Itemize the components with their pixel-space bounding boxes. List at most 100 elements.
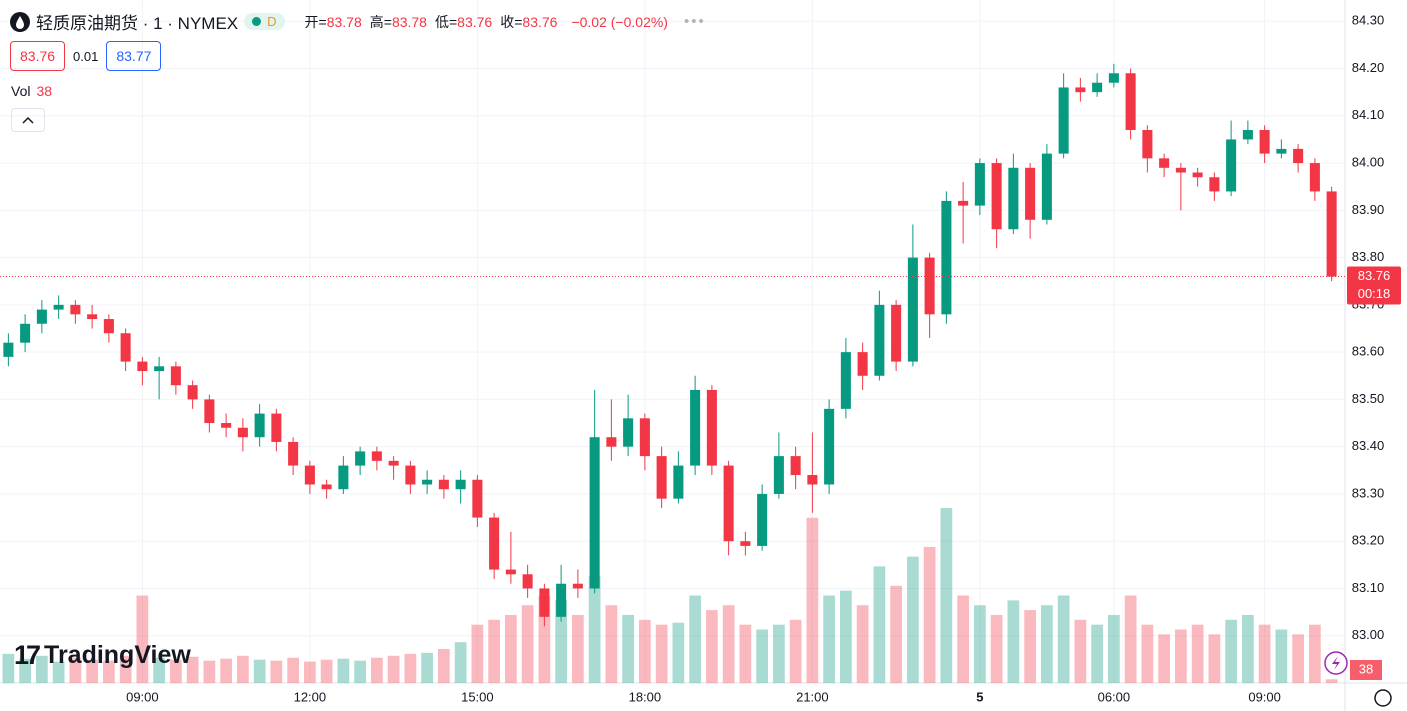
candle-body <box>505 569 516 575</box>
volume-bar <box>823 595 835 683</box>
candle-body <box>338 465 349 490</box>
y-tick-label: 84.20 <box>1352 60 1385 75</box>
volume-bar <box>1242 614 1254 683</box>
volume-bar <box>856 605 869 683</box>
volume-bar <box>19 658 31 683</box>
candle-body <box>20 323 31 343</box>
volume-bar <box>974 605 986 683</box>
ohlc-value: 83.76 <box>457 13 493 30</box>
candle-body <box>723 465 734 542</box>
volume-bar <box>572 614 584 683</box>
candle-body <box>221 423 232 428</box>
candle-body <box>304 465 315 485</box>
volume-bar <box>488 619 500 683</box>
volume-bar <box>1175 629 1187 683</box>
symbol[interactable]: 轻质原油期货 · 1 · NYMEX <box>36 14 239 33</box>
ohlc-value: 83.78 <box>391 13 427 30</box>
y-tick-label: 83.20 <box>1352 533 1385 548</box>
candle-body <box>1092 82 1103 93</box>
candle-body <box>3 342 14 357</box>
volume-legend: Vol 38 <box>11 83 52 99</box>
candle-body <box>1192 172 1203 178</box>
volume-bar <box>237 655 249 683</box>
y-tick-label: 83.10 <box>1352 580 1385 595</box>
volume-bar <box>806 517 819 683</box>
candle-body <box>924 257 935 315</box>
volume-bar <box>505 614 517 683</box>
countdown: 00:18 <box>1358 286 1391 301</box>
volume-bar <box>1275 629 1288 683</box>
candle-body <box>1058 87 1069 154</box>
candle-body <box>472 479 483 518</box>
volume-title: Vol <box>11 83 31 99</box>
volume-badge-label: 38 <box>1359 661 1373 676</box>
volume-badge <box>1350 660 1382 680</box>
volume-bar <box>789 619 802 683</box>
more-dots[interactable]: ••• <box>683 13 706 30</box>
candle-body <box>539 588 550 617</box>
collapse-button[interactable] <box>11 108 45 132</box>
x-tick-label: 21:00 <box>796 689 829 704</box>
candle-body <box>120 333 131 362</box>
volume-bar <box>1024 610 1036 683</box>
volume-bar <box>672 622 685 683</box>
candle-body <box>807 475 818 485</box>
volume-bar <box>69 657 82 683</box>
status-badge[interactable]: D <box>244 13 285 30</box>
settings-icon[interactable] <box>1374 689 1392 707</box>
candle-body <box>1242 129 1253 140</box>
change: −0.02 (−0.02%) <box>571 13 668 30</box>
volume-bar <box>170 659 182 683</box>
candle-body <box>1008 167 1019 230</box>
candle-body <box>271 413 282 442</box>
volume-bar <box>371 657 383 683</box>
y-tick-label: 83.80 <box>1352 249 1385 264</box>
spread: 0.01 <box>73 48 99 64</box>
ohlc-label: 开= <box>304 13 327 30</box>
ohlc: 开=83.78 高=83.78 低=83.76 收=83.76 <box>305 12 566 32</box>
candle-body <box>288 441 299 466</box>
candle-body <box>137 361 148 372</box>
volume-bar <box>1074 619 1087 683</box>
ohlc-label: 高= <box>369 13 392 30</box>
ohlc-label: 低= <box>434 13 458 30</box>
candle-body <box>1041 153 1052 220</box>
ohlc-label: 收= <box>500 13 523 30</box>
candle-body <box>321 484 332 490</box>
y-tick-label: 84.10 <box>1352 107 1385 122</box>
candle-body <box>891 304 902 362</box>
candle-body <box>991 163 1002 230</box>
candle-body <box>170 366 181 386</box>
candles <box>3 63 1337 627</box>
volume-bar <box>1141 624 1154 683</box>
alert-bolt <box>1332 656 1340 670</box>
volume-bar <box>739 624 752 683</box>
last-price-badge <box>1347 266 1401 305</box>
candle-body <box>388 460 399 466</box>
volume-bar <box>689 595 701 683</box>
volume-bar <box>555 600 567 683</box>
volume-bar <box>220 658 232 683</box>
buy-button[interactable]: 83.77 <box>106 41 162 71</box>
volume-bar <box>471 624 484 683</box>
candle-body <box>1309 163 1320 192</box>
volume-bar <box>907 556 919 683</box>
candle-body <box>405 465 416 485</box>
sell-button[interactable]: 83.76 <box>10 41 66 71</box>
candle-body <box>556 583 567 617</box>
candle-body <box>1175 167 1186 173</box>
candle-body <box>254 413 265 438</box>
ohlc-value: 83.76 <box>522 13 558 30</box>
volume-bar <box>153 657 165 683</box>
y-tick-label: 84.00 <box>1352 155 1385 170</box>
candle-body <box>522 574 533 589</box>
candle-body <box>706 389 717 466</box>
candle-body <box>187 385 198 400</box>
candle-body <box>355 451 366 466</box>
candle-body <box>1259 129 1270 154</box>
volume-bar <box>521 605 534 683</box>
y-tick-label: 83.90 <box>1352 202 1385 217</box>
candle-body <box>422 479 433 485</box>
volume-bar <box>1225 619 1237 683</box>
